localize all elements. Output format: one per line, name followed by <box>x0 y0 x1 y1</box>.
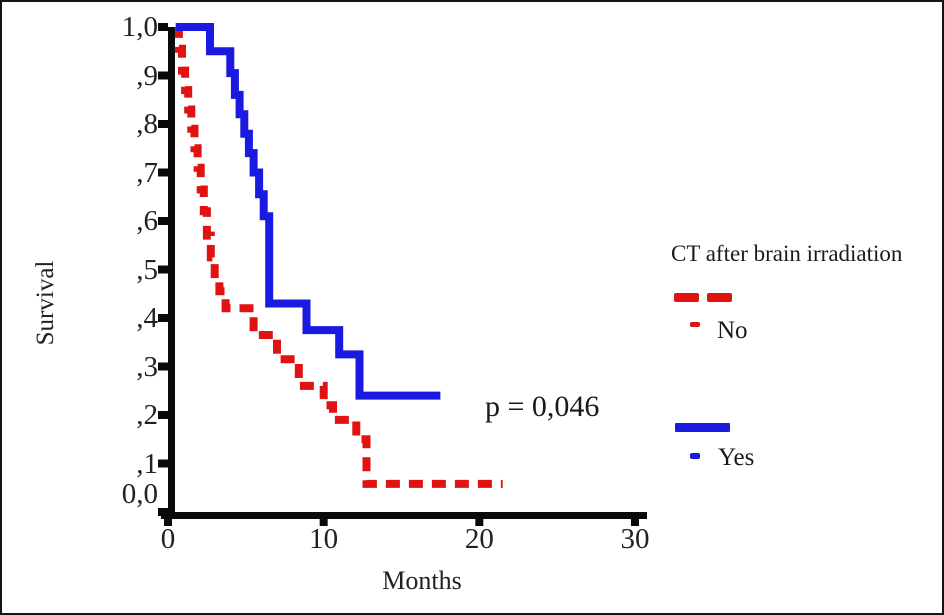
y-tick-label: ,3 <box>136 350 158 383</box>
y-tick-mark <box>158 71 168 80</box>
y-tick-label: ,1 <box>136 447 158 480</box>
y-tick-mark <box>158 168 168 177</box>
censored-marker-no <box>690 322 700 327</box>
y-tick-mark <box>158 23 168 31</box>
x-tick-mark <box>164 517 172 526</box>
y-axis-title: Survival <box>32 260 59 346</box>
red-dash-segment <box>707 293 732 302</box>
legend-swatch-yes-solid-line <box>675 423 730 432</box>
red-dash-segment <box>674 293 699 302</box>
y-axis-line <box>168 27 175 518</box>
x-axis-title: Months <box>382 566 462 595</box>
y-tick-label: ,9 <box>136 59 158 92</box>
legend-swatch-no-dashed-line <box>674 293 732 302</box>
y-tick-mark <box>158 508 168 516</box>
y-tick-label: ,6 <box>136 205 158 237</box>
p-value-annotation: p = 0,046 <box>485 390 600 423</box>
x-tick-mark <box>475 517 484 526</box>
legend-label-yes: Yes <box>718 444 755 471</box>
x-tick-mark <box>319 517 328 526</box>
legend-title: CT after brain irradiation <box>671 241 903 266</box>
y-tick-mark <box>158 120 168 128</box>
censored-marker-yes <box>690 453 700 459</box>
y-tick-label: 0,0 <box>121 478 158 510</box>
x-tick-label: 0 <box>160 523 176 555</box>
x-tick-label: 20 <box>464 523 494 555</box>
y-tick-mark <box>158 411 168 419</box>
y-tick-mark <box>158 265 168 274</box>
y-tick-label: ,2 <box>136 399 158 431</box>
legend-label-no: No <box>717 317 748 344</box>
survival-curve-no <box>174 23 503 488</box>
y-tick-mark <box>158 314 168 322</box>
x-tick-label: 30 <box>620 523 650 555</box>
y-tick-label: ,4 <box>136 302 158 334</box>
survival-curve-yes <box>175 23 441 400</box>
x-tick-label: 10 <box>309 523 339 555</box>
y-tick-label: 1,0 <box>121 11 158 43</box>
y-tick-mark <box>158 217 168 225</box>
y-tick-mark <box>158 459 168 468</box>
y-tick-mark <box>158 362 168 371</box>
y-tick-label: ,7 <box>136 156 158 189</box>
y-tick-label: ,5 <box>136 253 158 286</box>
x-axis-line <box>161 512 647 519</box>
x-tick-mark <box>630 517 639 526</box>
y-tick-label: ,8 <box>136 108 158 140</box>
